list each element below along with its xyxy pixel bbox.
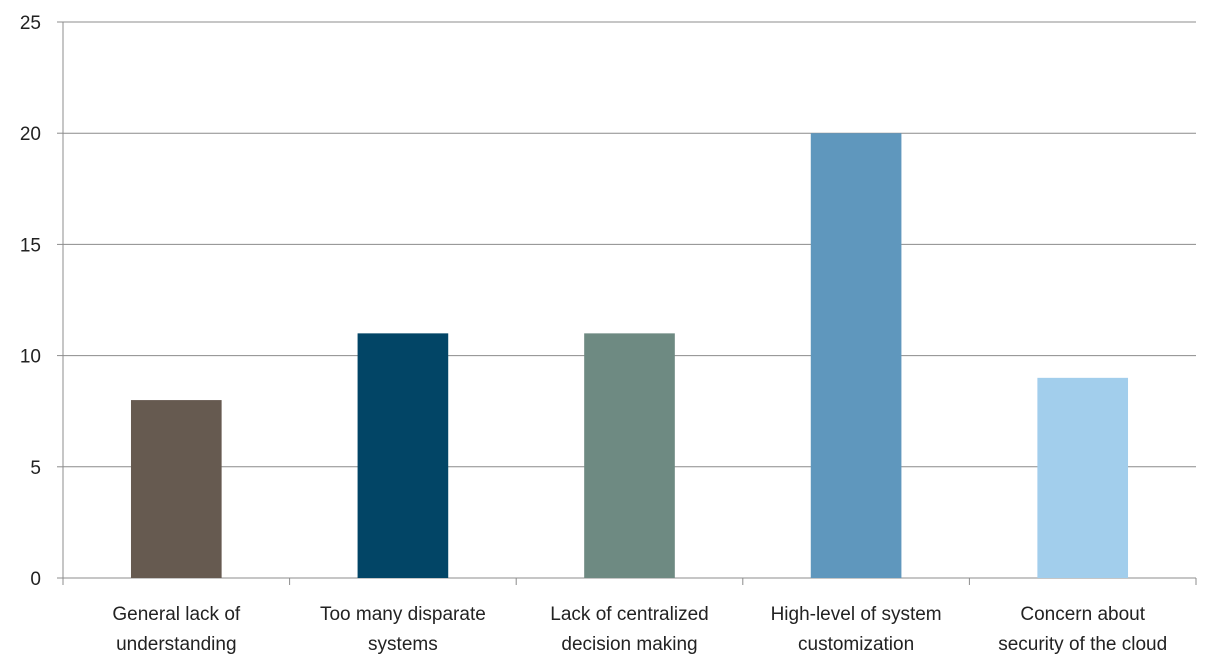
bar: [130, 400, 222, 578]
gridlines: [63, 21, 1196, 468]
y-tick-labels: 0 5 10 15 20 25: [20, 13, 41, 590]
x-category-label: customization: [798, 634, 914, 655]
x-category-label: Lack of centralized: [550, 604, 708, 625]
y-tick-label: 25: [20, 13, 41, 34]
y-tick-label: 0: [30, 569, 41, 590]
y-tick-label: 5: [30, 458, 41, 479]
x-category-label: General lack of: [112, 604, 241, 625]
x-category-label: High-level of system: [771, 604, 942, 625]
x-category-label: decision making: [561, 634, 697, 655]
x-category-labels: General lack of understanding Too many dis…: [112, 604, 1167, 655]
y-tick-label: 10: [20, 347, 41, 368]
y-tick-label: 20: [20, 124, 41, 145]
bar: [584, 333, 675, 578]
x-category-label: Concern about: [1020, 604, 1145, 625]
y-tick-label: 15: [20, 235, 41, 256]
bar: [810, 133, 902, 578]
x-category-label: Too many disparate: [320, 604, 486, 625]
bar: [1037, 377, 1129, 578]
x-category-label: understanding: [116, 634, 236, 655]
x-category-label: systems: [368, 634, 438, 655]
x-category-label: security of the cloud: [998, 634, 1167, 655]
bars: [130, 133, 1129, 578]
bar: [357, 333, 449, 578]
